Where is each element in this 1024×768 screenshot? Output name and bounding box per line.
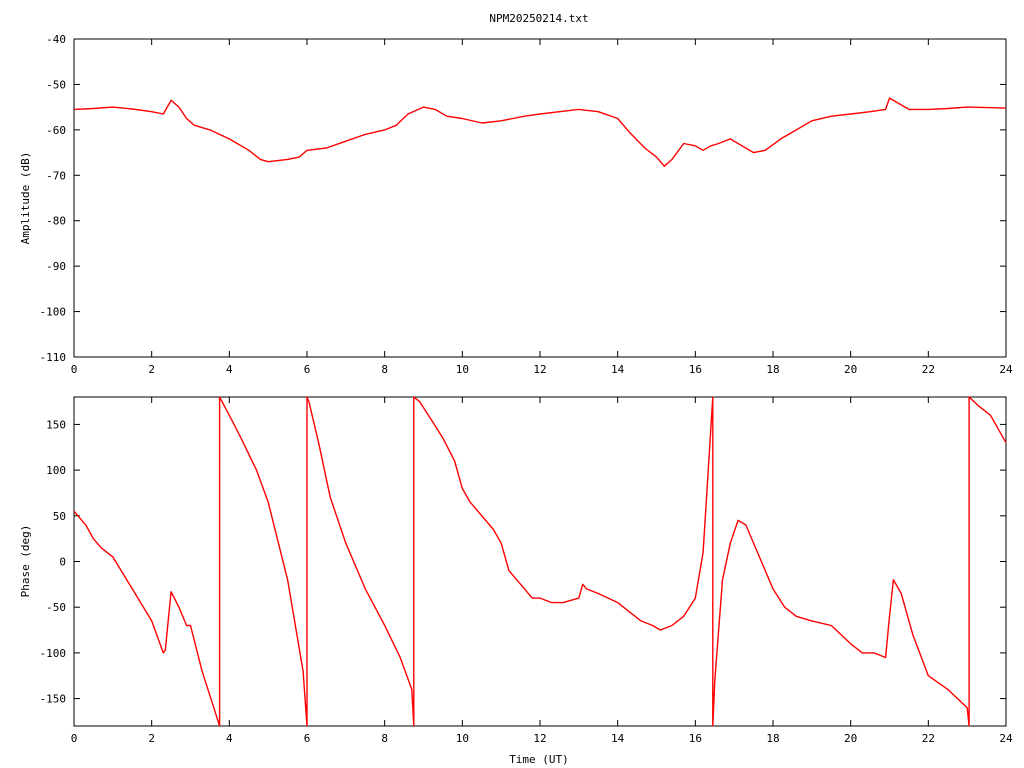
phase-xtick-label: 4 (226, 732, 233, 745)
amplitude-xtick-label: 8 (381, 363, 388, 376)
amplitude-ticks (73, 38, 1007, 358)
phase-xtick-label: 20 (844, 732, 857, 745)
amplitude-ytick-label: -60 (46, 124, 66, 137)
amplitude-xtick-label: 22 (922, 363, 935, 376)
amplitude-ytick-label: -90 (46, 260, 66, 273)
amplitude-xtick-label: 24 (999, 363, 1013, 376)
amplitude-ytick-label: -110 (40, 351, 67, 364)
phase-xtick-label: 2 (148, 732, 155, 745)
amplitude-ytick-label: -100 (40, 306, 67, 319)
phase-ytick-label: -100 (40, 647, 67, 660)
amplitude-xtick-label: 20 (844, 363, 857, 376)
amplitude-ytick-label: -80 (46, 215, 66, 228)
phase-xtick-label: 10 (456, 732, 469, 745)
phase-xtick-label: 22 (922, 732, 935, 745)
amplitude-xtick-label: 18 (766, 363, 779, 376)
phase-xtick-label: 24 (999, 732, 1013, 745)
chart-title: NPM20250214.txt (489, 12, 588, 25)
phase-y-axis-label: Phase (deg) (19, 525, 32, 598)
phase-ytick-label: 100 (46, 464, 66, 477)
phase-xtick-label: 12 (533, 732, 546, 745)
phase-ticks (73, 397, 1007, 726)
phase-ytick-label: 50 (53, 510, 66, 523)
amplitude-xtick-label: 16 (689, 363, 702, 376)
phase-xtick-label: 14 (611, 732, 625, 745)
amplitude-xtick-labels: 0 2 4 6 8 10 12 14 16 18 20 22 24 (71, 363, 1013, 376)
amplitude-panel: 0 2 4 6 8 10 12 14 16 18 20 22 24 -40-50-60-70-80-90… (19, 33, 1013, 376)
amplitude-xtick-label: 14 (611, 363, 625, 376)
phase-xtick-label: 18 (766, 732, 779, 745)
x-axis-label: Time (UT) (509, 753, 569, 766)
amplitude-xtick-label: 10 (456, 363, 469, 376)
amplitude-xtick-label: 4 (226, 363, 233, 376)
phase-xtick-label: 8 (381, 732, 388, 745)
amplitude-xtick-label: 6 (304, 363, 311, 376)
amplitude-xtick-label: 0 (71, 363, 78, 376)
phase-ytick-label: 150 (46, 418, 66, 431)
amplitude-ytick-label: -70 (46, 169, 66, 182)
amplitude-series-line (73, 97, 1007, 167)
phase-ytick-labels: 150 100 50 0 -50 -100 -150 (40, 418, 67, 705)
phase-ytick-label: -50 (46, 601, 66, 614)
amplitude-ytick-labels: -40 -50 -60 -70 -80 -90 -100 -110 (40, 33, 67, 364)
phase-plot-frame (73, 396, 1007, 727)
amplitude-ytick-label: -50 (46, 78, 66, 91)
phase-xtick-label: 6 (304, 732, 311, 745)
phase-series-line (73, 396, 1007, 727)
amplitude-plot-frame (73, 38, 1007, 358)
amplitude-y-axis-label: Amplitude (dB) (19, 152, 32, 245)
phase-panel: 0 2 4 6 8 10 12 14 16 18 20 22 24 150100500-50-100-1… (19, 396, 1013, 766)
amplitude-xtick-label: 12 (533, 363, 546, 376)
phase-xtick-labels: 0 2 4 6 8 10 12 14 16 18 20 22 24 (71, 732, 1013, 745)
amplitude-ytick-label: -40 (46, 33, 66, 46)
phase-ytick-label: -150 (40, 693, 67, 706)
phase-ytick-label: 0 (59, 556, 66, 569)
amplitude-xtick-label: 2 (148, 363, 155, 376)
phase-xtick-label: 0 (71, 732, 78, 745)
phase-xtick-label: 16 (689, 732, 702, 745)
